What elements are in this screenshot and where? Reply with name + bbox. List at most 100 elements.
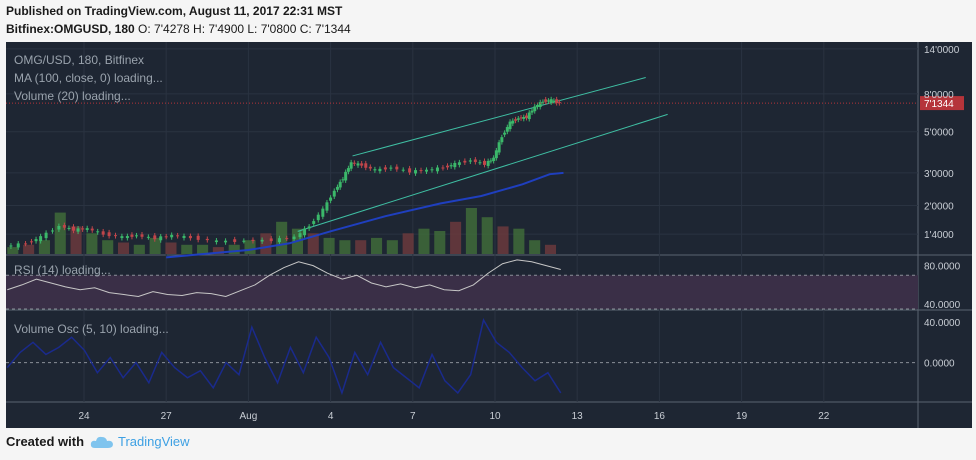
chart-canvas[interactable]: 7'1344 14'0000 8'0000 5'0000 3'0000 2'0000 1'4… (6, 42, 972, 428)
candle-body (508, 121, 512, 130)
candle-body (478, 162, 482, 164)
price-axis-tick-label: 8'0000 (924, 90, 954, 101)
volume-bar (23, 244, 35, 254)
candle-body (16, 243, 20, 248)
candle-body (298, 233, 302, 238)
candle-body (538, 102, 542, 108)
volume-bar (212, 247, 224, 254)
candle-body (457, 162, 461, 165)
candle-body (182, 235, 186, 239)
candle-body (96, 231, 100, 233)
candle-body (120, 236, 124, 239)
candle-body (511, 120, 515, 124)
candle-body (170, 234, 174, 238)
volume-bar (402, 233, 414, 254)
candle-body (107, 232, 111, 237)
volume-bar (418, 228, 430, 254)
volume-bar (54, 212, 66, 254)
volume-bar (7, 247, 19, 254)
candle-body (71, 226, 75, 231)
chart-area[interactable]: 7'1344 14'0000 8'0000 5'0000 3'0000 2'0000 1'4… (6, 42, 972, 428)
candle-body (516, 118, 520, 120)
volume-bar (355, 240, 367, 254)
candle-body (214, 240, 218, 243)
candle-body (29, 241, 33, 243)
channel-upper-line (352, 77, 646, 157)
candle-body (316, 214, 320, 221)
volume-bar (117, 242, 130, 254)
candle-body (346, 168, 350, 172)
candle-body (356, 163, 360, 166)
candle-body (90, 228, 94, 231)
candle-body (482, 160, 486, 165)
candle-body (555, 99, 559, 104)
candle-body (430, 169, 434, 171)
candle-body (176, 235, 180, 237)
osc-axis-tick-label: 0.0000 (924, 359, 955, 370)
candle-body (39, 236, 43, 242)
tradingview-brand[interactable]: TradingView (90, 434, 190, 449)
volume-bar (339, 240, 351, 254)
volume-bar (434, 231, 446, 254)
candle-body (76, 228, 80, 232)
footer: Created with TradingView (6, 434, 190, 449)
volume-bar (38, 240, 50, 254)
candle-body (242, 240, 246, 242)
candle-body (503, 132, 507, 135)
candle-body (335, 186, 339, 190)
time-axis-tick-label: 19 (736, 411, 748, 422)
ma-label: MA (100, close, 0) loading... (14, 71, 163, 85)
volume-bar (529, 240, 541, 254)
candle-body (522, 116, 526, 119)
candle-body (473, 159, 477, 163)
candle-body (34, 239, 38, 242)
candle-body (505, 127, 509, 132)
candle-body (364, 163, 368, 168)
candle-body (285, 238, 289, 240)
candle-body (329, 197, 333, 201)
price-axis-tick-label: 2'0000 (924, 201, 954, 212)
candle-body (251, 239, 255, 242)
candle-body (486, 160, 490, 166)
candle-body (325, 202, 329, 211)
time-axis-tick-label: 10 (489, 411, 501, 422)
candle-body (153, 235, 157, 240)
candle-body (159, 236, 163, 241)
candle-body (389, 167, 393, 169)
candle-body (373, 169, 377, 171)
volume-bar (149, 237, 161, 254)
price-axis-tick-label: 3'0000 (924, 169, 954, 180)
candle-body (44, 232, 48, 239)
candle-body (463, 160, 467, 163)
candle-body (81, 228, 85, 230)
candle-body (419, 170, 423, 172)
candle-body (67, 227, 71, 229)
time-axis-tick-label: 27 (161, 411, 173, 422)
candle-body (395, 166, 399, 170)
candle-body (425, 169, 428, 172)
symbol-label: Bitfinex:OMGUSD, 180 (6, 22, 135, 36)
tradingview-brand-label: TradingView (118, 434, 190, 449)
last-price-tag (920, 96, 964, 111)
candle-body (383, 167, 387, 170)
candle-body (164, 236, 168, 238)
candle-body (188, 235, 192, 239)
volume-bar (465, 208, 477, 254)
candle-body (497, 142, 501, 153)
candle-body (62, 225, 66, 228)
osc-axis-tick-label: 40.0000 (924, 318, 961, 329)
candle-body (205, 238, 209, 241)
candle-body (546, 100, 550, 102)
candle-body (312, 221, 316, 224)
volume-bar (513, 228, 525, 254)
last-price-value: 7'1344 (924, 99, 954, 110)
candle-body (449, 165, 453, 167)
candle-body (533, 106, 537, 112)
candle-body (332, 190, 336, 197)
candle-body (307, 226, 311, 229)
ohlc-values: O: 7'4278 H: 7'4900 L: 7'0800 C: 7'1344 (138, 22, 351, 36)
volume-bar (133, 244, 145, 254)
volume-bar (197, 244, 209, 254)
candle-body (303, 228, 307, 236)
candle-body (514, 119, 518, 121)
